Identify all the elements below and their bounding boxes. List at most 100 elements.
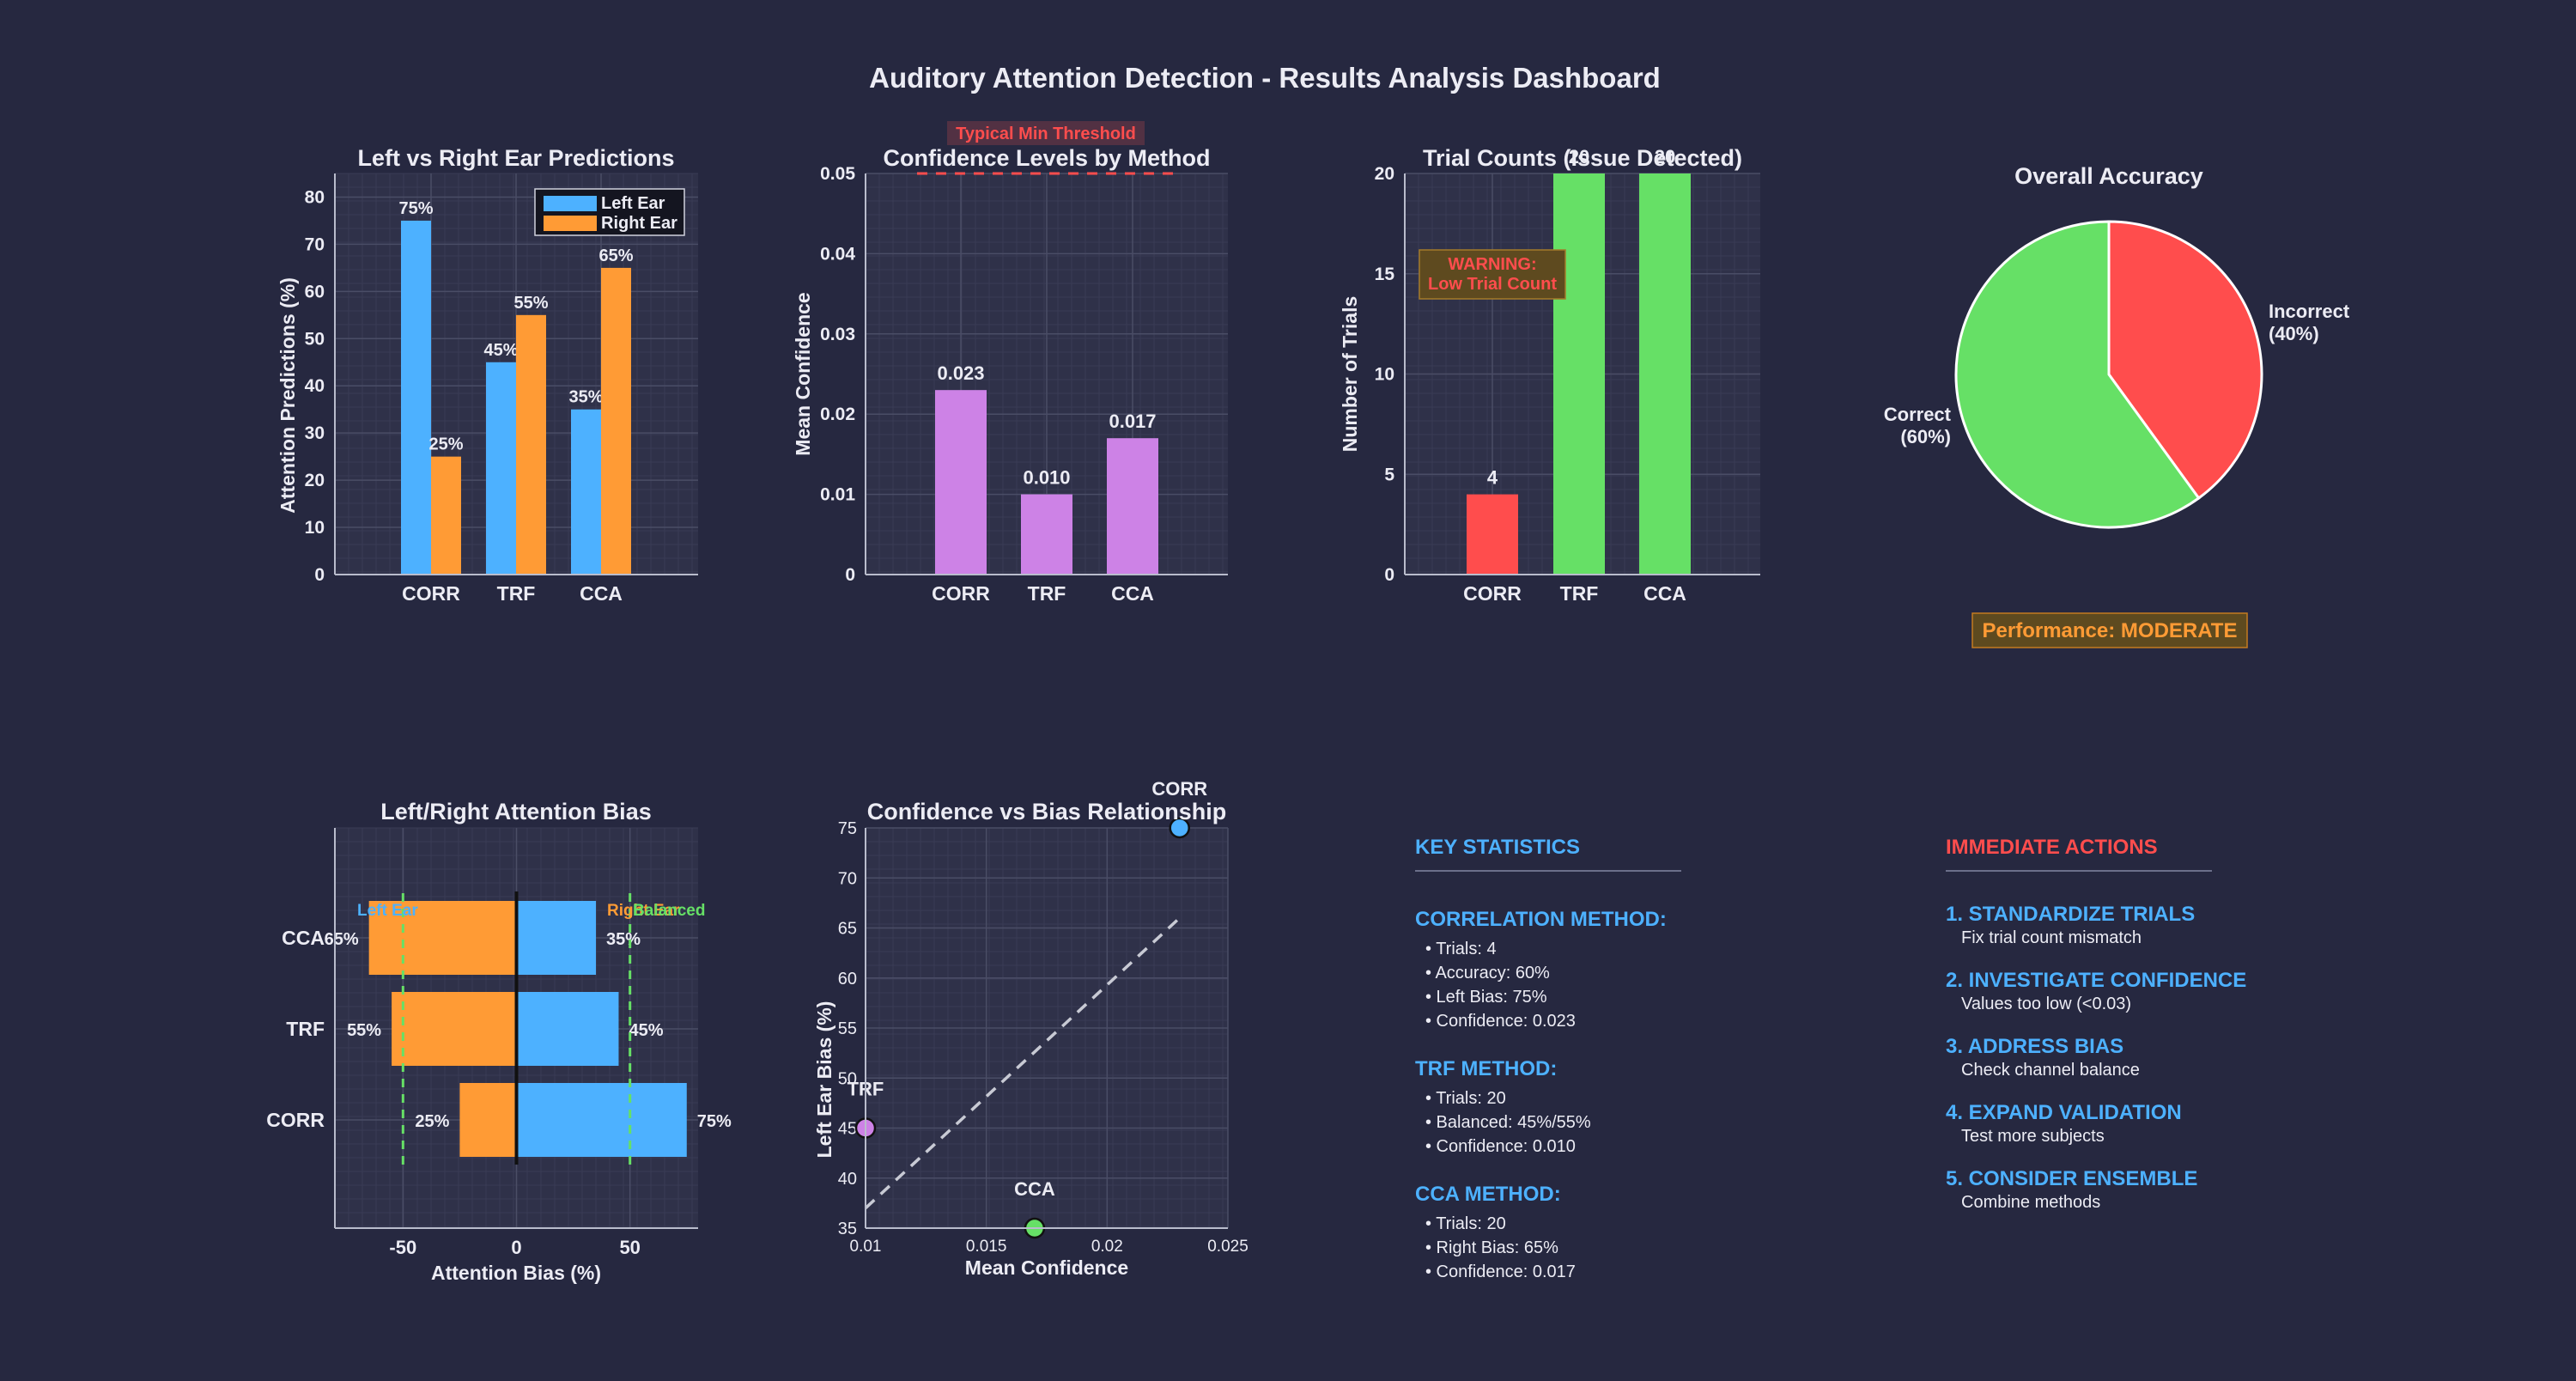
data-label: 4 bbox=[1487, 467, 1498, 489]
x-tick-label: CCA bbox=[1643, 582, 1686, 605]
y-tick-label: 45 bbox=[838, 1120, 857, 1139]
y-axis-label: Number of Trials bbox=[1339, 296, 1361, 452]
y-tick-label: CORR bbox=[266, 1109, 325, 1131]
x-tick-label: TRF bbox=[497, 582, 536, 605]
data-label: 45% bbox=[629, 1021, 663, 1040]
confidence-levels-chart: 0 0.01 0.02 0.03 0.04 0.05 0.023 0.010 0.017 CORR… bbox=[792, 121, 1228, 605]
y-tick-label: 70 bbox=[305, 234, 325, 254]
x-tick-label: 0.015 bbox=[966, 1238, 1007, 1256]
data-label: 20 bbox=[1569, 146, 1589, 167]
data-label: 25% bbox=[428, 435, 463, 454]
ear-predictions-chart: 0 10 20 30 40 50 60 70 80 75% 45% 35% 25% 55% 65% CORR T… bbox=[276, 145, 698, 605]
bar-left-corr bbox=[401, 220, 431, 575]
y-tick-label: 30 bbox=[305, 423, 325, 443]
confidence-bias-chart: 35 40 45 50 55 60 65 70 75 0.01 0.015 0.02 0.025 CORR… bbox=[813, 778, 1249, 1279]
trial-counts-chart: 0 5 10 15 20 4 20 20 CORR TRF CCA Trial Counts (Iss… bbox=[1339, 145, 1760, 605]
y-tick-label: 0 bbox=[845, 565, 855, 585]
annotation-balanced: Balanced bbox=[633, 902, 705, 920]
y-tick-label: 0.02 bbox=[820, 405, 855, 424]
threshold-label-bg bbox=[947, 121, 1145, 145]
overall-accuracy-chart: Overall Accuracy Correct(60%) Incorrect(40… bbox=[1884, 163, 2350, 648]
bias-bar-left-corr bbox=[516, 1083, 687, 1157]
x-axis-label: Mean Confidence bbox=[965, 1256, 1128, 1279]
bias-bar-right-cca bbox=[368, 901, 517, 975]
y-tick-label: 0.01 bbox=[820, 485, 855, 505]
data-label: 45% bbox=[483, 341, 518, 360]
data-label: 75% bbox=[697, 1112, 732, 1131]
legend-label: Left Ear bbox=[601, 194, 665, 213]
y-tick-label: 10 bbox=[1375, 365, 1394, 385]
bar-cca bbox=[1639, 173, 1691, 575]
pie-label-correct: Correct bbox=[1884, 404, 1952, 425]
bar-trf bbox=[1553, 173, 1605, 575]
point-label: CCA bbox=[1014, 1178, 1055, 1200]
bar-right-trf bbox=[516, 314, 546, 575]
annotation-left: Left Ear bbox=[357, 902, 418, 920]
y-tick-label: 20 bbox=[305, 471, 325, 490]
y-axis-label: Attention Predictions (%) bbox=[276, 277, 299, 514]
y-axis-label: Left Ear Bias (%) bbox=[813, 1001, 835, 1159]
y-tick-label: 35 bbox=[838, 1220, 857, 1238]
data-label: 25% bbox=[415, 1112, 449, 1131]
data-label: 35% bbox=[568, 388, 603, 407]
legend-swatch bbox=[544, 216, 597, 231]
x-tick-label: 0.01 bbox=[850, 1238, 882, 1256]
y-tick-label: 40 bbox=[305, 376, 325, 396]
pie-slice-incorrect bbox=[2107, 220, 2263, 501]
x-tick-label: CORR bbox=[932, 582, 990, 605]
x-axis-label: Attention Bias (%) bbox=[431, 1262, 601, 1284]
bar-left-trf bbox=[486, 362, 516, 575]
data-label: 20 bbox=[1655, 146, 1675, 167]
x-tick-label: CCA bbox=[1111, 582, 1154, 605]
y-tick-label: 60 bbox=[305, 282, 325, 301]
bias-bar-left-trf bbox=[516, 992, 619, 1066]
y-tick-label: 15 bbox=[1375, 265, 1395, 284]
y-tick-label: 40 bbox=[838, 1170, 857, 1189]
x-tick-label: 50 bbox=[619, 1237, 640, 1258]
bias-bar-left-cca bbox=[516, 901, 597, 975]
bias-bar-right-corr bbox=[459, 1083, 517, 1157]
y-tick-label: TRF bbox=[286, 1018, 325, 1040]
x-tick-label: 0.025 bbox=[1207, 1238, 1249, 1256]
threshold-label: Typical Min Threshold bbox=[956, 125, 1136, 143]
x-tick-label: TRF bbox=[1028, 582, 1066, 605]
x-tick-label: CORR bbox=[1463, 582, 1522, 605]
y-tick-label: 0 bbox=[1384, 565, 1394, 585]
y-tick-label: 0.03 bbox=[820, 325, 855, 344]
y-tick-label: 75 bbox=[838, 819, 857, 838]
x-tick-label: -50 bbox=[389, 1237, 416, 1258]
bar-corr bbox=[935, 390, 987, 575]
data-label: 0.023 bbox=[937, 362, 984, 384]
y-axis-label: Mean Confidence bbox=[792, 292, 814, 455]
y-tick-label: 5 bbox=[1384, 465, 1394, 484]
annotation-right: Right Ear bbox=[607, 902, 680, 920]
warning-text: WARNING: bbox=[1448, 255, 1536, 274]
data-label: 35% bbox=[606, 930, 641, 949]
legend-swatch bbox=[544, 196, 597, 211]
chart-title: Left vs Right Ear Predictions bbox=[357, 145, 674, 171]
y-tick-label: 0 bbox=[314, 565, 325, 585]
scatter-point-corr bbox=[1169, 817, 1190, 839]
data-label: 0.017 bbox=[1109, 411, 1156, 432]
y-tick-label: 50 bbox=[305, 329, 325, 349]
legend-label: Right Ear bbox=[601, 214, 677, 233]
x-tick-label: 0 bbox=[511, 1237, 521, 1258]
x-tick-label: TRF bbox=[1560, 582, 1599, 605]
attention-bias-chart: -50 0 50 75% 25% CORR 45% 55% TRF 35% 65%CCA Left E… bbox=[266, 799, 732, 1284]
warning-box bbox=[1419, 249, 1566, 300]
data-label: 65% bbox=[598, 246, 633, 265]
y-tick-label: 50 bbox=[838, 1069, 857, 1088]
y-tick-label: 0.05 bbox=[820, 164, 855, 184]
y-tick-label: 60 bbox=[838, 970, 857, 989]
pie-label-incorrect: (40%) bbox=[2269, 323, 2319, 344]
bias-bar-right-trf bbox=[392, 992, 517, 1066]
chart-title: Left/Right Attention Bias bbox=[380, 799, 651, 824]
warning-text: Low Trial Count bbox=[1428, 275, 1557, 294]
data-label: 0.010 bbox=[1023, 467, 1070, 489]
chart-title: Overall Accuracy bbox=[2014, 163, 2203, 189]
pie-slice-correct bbox=[1954, 220, 2201, 529]
x-tick-label: 0.02 bbox=[1091, 1238, 1123, 1256]
point-label: CORR bbox=[1151, 778, 1207, 800]
x-tick-label: CCA bbox=[580, 582, 623, 605]
